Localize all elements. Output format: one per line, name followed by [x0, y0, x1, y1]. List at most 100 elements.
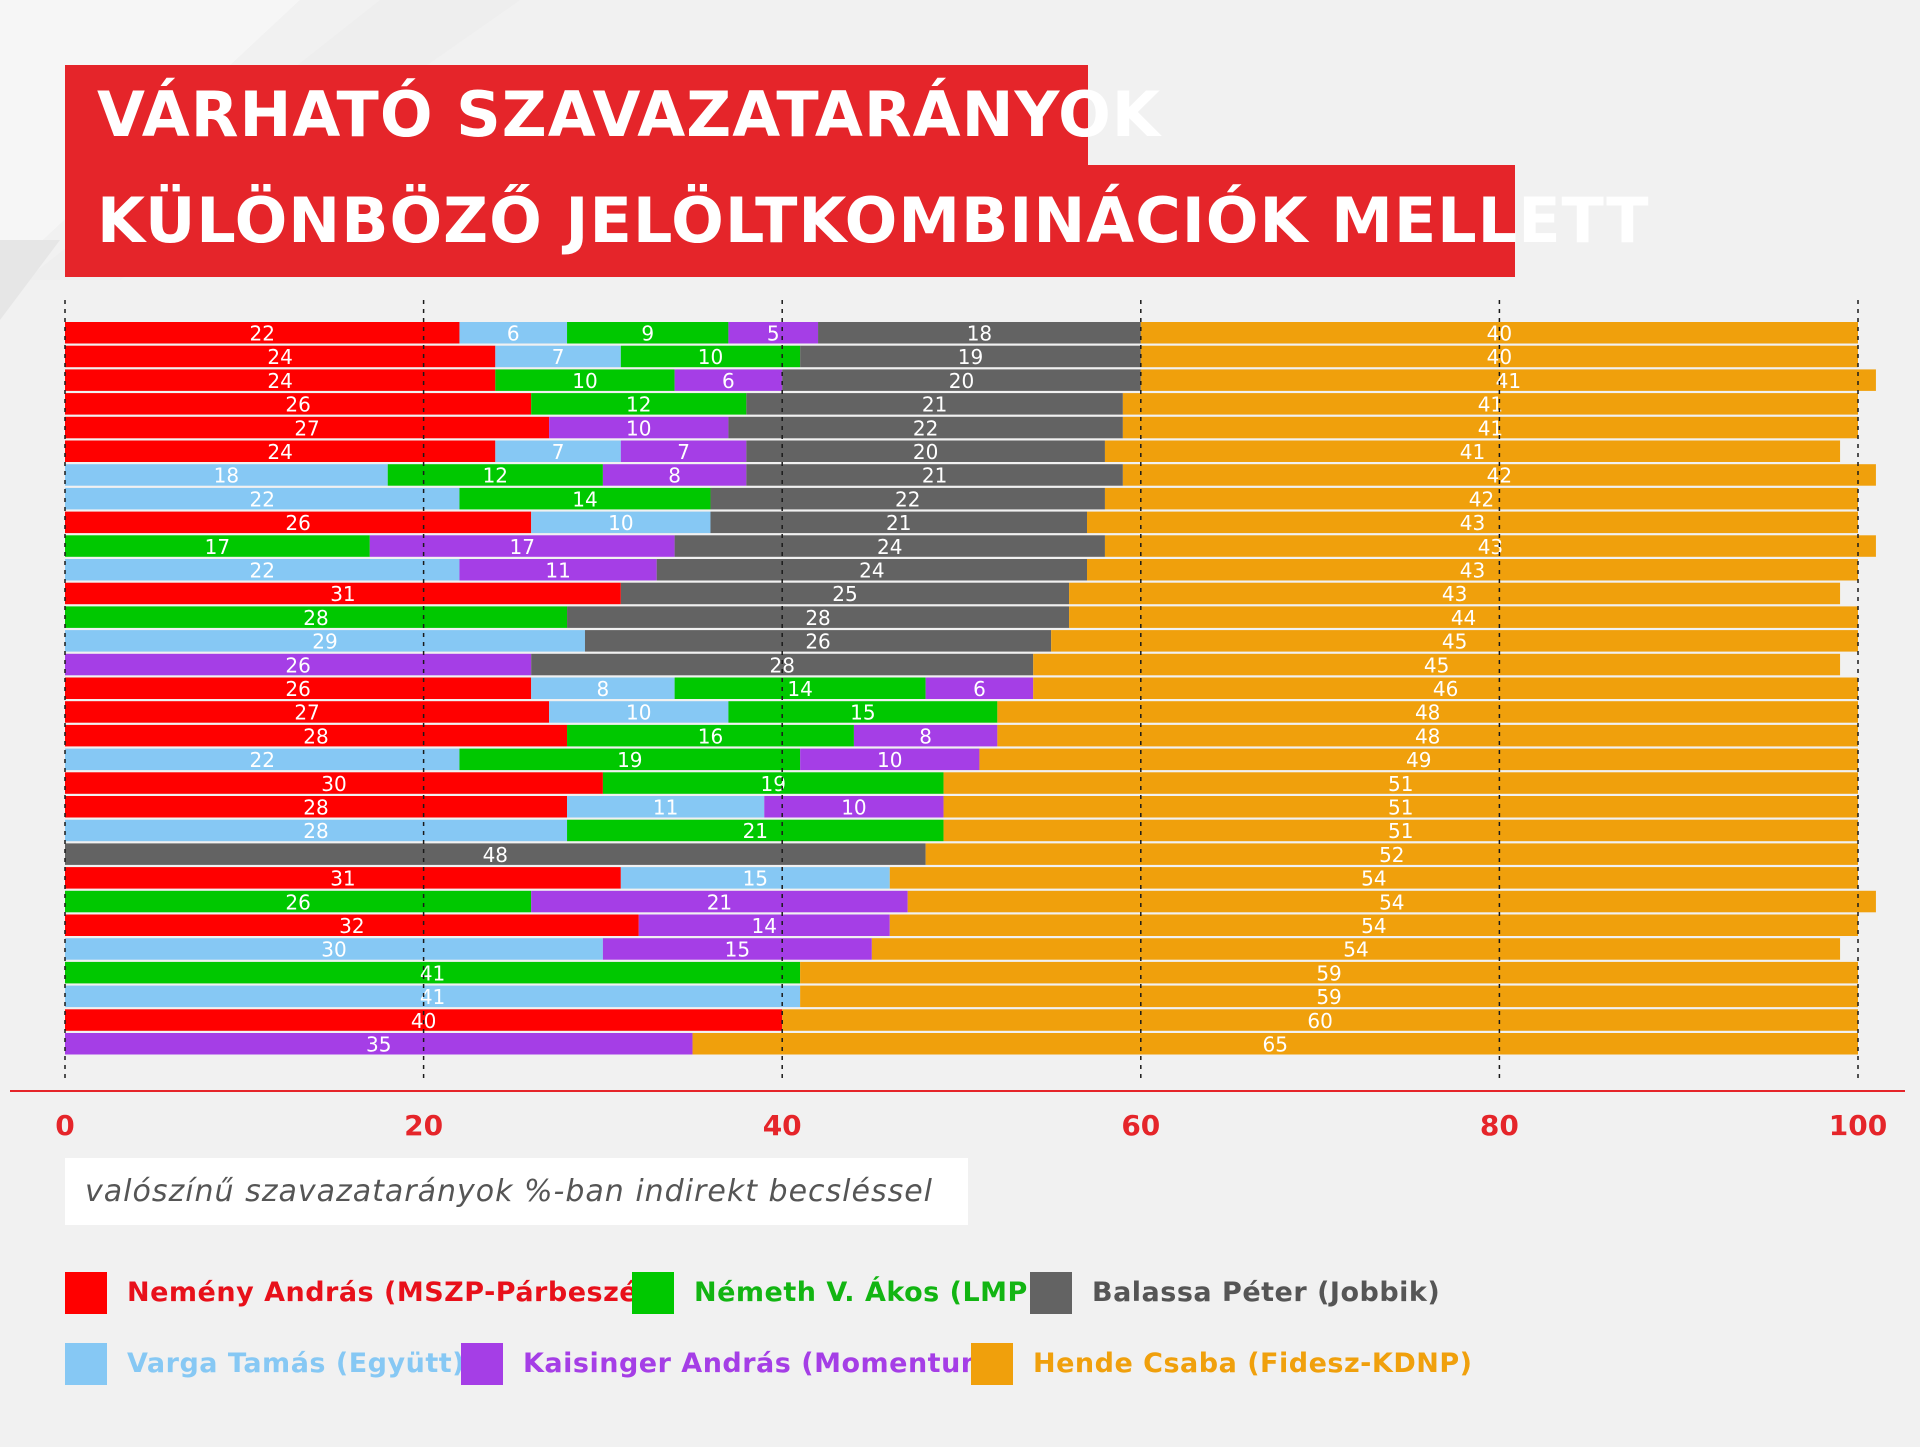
- bar-value-label: 29: [312, 630, 337, 654]
- bar-nemeny: [65, 724, 568, 747]
- bar-balassa: [65, 843, 926, 865]
- legend-label: Varga Tamás (Együtt): [127, 1348, 465, 1379]
- bar-value-label: 30: [321, 938, 346, 962]
- bar-kaisinger: [549, 416, 729, 439]
- bar-varga: [65, 487, 460, 510]
- bar-kaisinger: [764, 796, 944, 818]
- bar-nemeth: [65, 535, 370, 557]
- bar-balassa: [674, 535, 1105, 557]
- bar-value-label: 31: [330, 867, 355, 891]
- bar-hende: [1122, 416, 1858, 439]
- legend-swatch: [65, 1272, 107, 1314]
- bar-kaisinger: [369, 535, 675, 557]
- bar-hende: [907, 890, 1876, 913]
- bar-value-label: 60: [1307, 1009, 1332, 1033]
- bar-kaisinger: [800, 748, 980, 771]
- bar-value-label: 26: [285, 393, 310, 417]
- bar-nemeth: [459, 487, 711, 510]
- bar-kaisinger: [602, 938, 872, 960]
- bar-value-label: 42: [1487, 464, 1512, 488]
- bar-value-label: 48: [483, 843, 508, 867]
- bar-value-label: 27: [294, 416, 319, 440]
- bar-balassa: [728, 416, 1123, 439]
- bar-kaisinger: [65, 653, 532, 676]
- bar-value-label: 40: [1487, 322, 1512, 346]
- bar-value-label: 10: [877, 748, 902, 772]
- bar-value-label: 14: [752, 914, 777, 938]
- bar-hende: [800, 985, 1858, 1008]
- bar-hende: [1087, 559, 1858, 581]
- bar-hende: [1104, 535, 1876, 557]
- bar-value-label: 48: [1415, 701, 1440, 725]
- bar-value-label: 41: [1478, 393, 1503, 417]
- bar-value-label: 7: [677, 440, 690, 464]
- bar-value-label: 19: [958, 345, 983, 369]
- bar-value-label: 15: [850, 701, 875, 725]
- bar-hende: [943, 796, 1858, 818]
- bar-hende: [1051, 630, 1858, 652]
- bar-varga: [495, 345, 621, 368]
- bar-value-label: 7: [552, 345, 565, 369]
- bar-varga: [549, 701, 729, 723]
- bar-balassa: [782, 369, 1141, 391]
- bar-value-label: 19: [617, 748, 642, 772]
- bar-value-label: 11: [653, 796, 678, 820]
- bar-value-label: 25: [832, 582, 857, 606]
- bar-hende: [1140, 322, 1858, 344]
- bar-hende: [925, 843, 1858, 865]
- bar-value-label: 54: [1343, 938, 1368, 962]
- bar-value-label: 24: [267, 369, 292, 393]
- bar-value-label: 10: [841, 796, 866, 820]
- legend-label: Németh V. Ákos (LMP): [694, 1277, 1041, 1308]
- bar-balassa: [746, 440, 1105, 462]
- bar-hende: [800, 961, 1858, 984]
- bar-value-label: 15: [725, 938, 750, 962]
- bar-balassa: [620, 582, 1070, 605]
- x-tick-label: 100: [1829, 1109, 1887, 1142]
- bar-value-label: 28: [303, 724, 328, 748]
- bar-value-label: 10: [626, 701, 651, 725]
- bar-nemeny: [65, 582, 621, 605]
- bar-varga: [65, 464, 388, 486]
- bar-value-label: 49: [1406, 748, 1431, 772]
- bar-value-label: 18: [214, 464, 239, 488]
- bar-hende: [1104, 487, 1858, 510]
- bar-nemeny: [65, 345, 496, 368]
- bar-value-label: 8: [597, 677, 610, 701]
- bar-nemeny: [65, 440, 496, 462]
- bar-value-label: 22: [250, 322, 275, 346]
- bar-value-label: 28: [805, 606, 830, 630]
- bar-value-label: 59: [1316, 985, 1341, 1009]
- legend-label: Nemény András (MSZP-Párbeszéd): [127, 1277, 671, 1308]
- bar-value-label: 6: [722, 369, 735, 393]
- bar-nemeny: [65, 701, 550, 723]
- bar-value-label: 48: [1415, 724, 1440, 748]
- bar-varga: [459, 322, 568, 344]
- bar-kaisinger: [620, 440, 747, 462]
- bar-value-label: 30: [321, 772, 346, 796]
- bar-value-label: 10: [608, 511, 633, 535]
- bar-hende: [1069, 582, 1841, 605]
- bar-value-label: 41: [420, 961, 445, 985]
- bar-value-label: 35: [366, 1033, 391, 1057]
- bar-kaisinger: [638, 914, 890, 936]
- bar-value-label: 14: [787, 677, 812, 701]
- bar-balassa: [567, 606, 1070, 628]
- bar-value-label: 51: [1388, 772, 1413, 796]
- bar-balassa: [746, 393, 1123, 415]
- bar-value-label: 8: [668, 464, 681, 488]
- bar-balassa: [800, 345, 1141, 368]
- bar-value-label: 22: [250, 559, 275, 583]
- bar-nemeth: [728, 701, 998, 723]
- bar-hende: [889, 867, 1858, 889]
- bar-value-label: 59: [1316, 961, 1341, 985]
- bar-value-label: 6: [973, 677, 986, 701]
- bar-value-label: 24: [877, 535, 902, 559]
- bar-value-label: 17: [205, 535, 230, 559]
- bar-hende: [1069, 606, 1858, 628]
- bar-value-label: 28: [303, 606, 328, 630]
- bar-value-label: 21: [922, 464, 947, 488]
- bar-value-label: 19: [761, 772, 786, 796]
- bar-varga: [65, 748, 460, 771]
